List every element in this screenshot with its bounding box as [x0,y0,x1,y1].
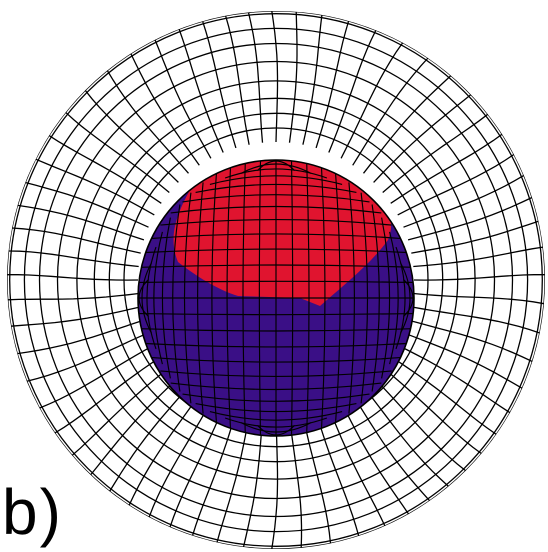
mesh-spoke [35,158,155,216]
sphere-mesh [138,160,414,436]
sphere-mesh-line [306,161,310,435]
sphere-mesh-line [395,246,406,350]
mesh-ring [9,13,543,547]
mesh-spoke [271,417,279,549]
sphere-mesh-line [348,182,355,414]
mesh-spoke [328,407,386,527]
sphere-outline [137,159,415,437]
mesh-spoke [191,411,237,536]
mesh-spoke [106,70,189,174]
mesh-spoke [17,319,145,355]
mesh-spoke [373,377,467,472]
mesh-spoke [382,367,482,455]
sphere-mesh-line [258,160,262,436]
sphere-mesh-line [183,192,192,404]
sphere-mesh-line [371,204,380,392]
mesh-spoke [84,89,179,183]
mesh-spoke [48,135,162,204]
mesh-spoke [302,14,323,145]
sphere-mesh-line [290,160,294,436]
mesh-ring [56,60,496,500]
mesh-spoke [403,174,525,228]
mesh-spoke [413,292,545,305]
sphere-mesh-line [335,173,341,423]
sphere-mesh-line [226,166,232,430]
sphere-mesh-line [389,231,399,365]
mesh-spoke [17,204,145,241]
mesh-spoke [362,75,452,174]
mesh-spoke [90,377,179,476]
sphere-mesh-line [400,262,411,334]
mesh-spoke [413,274,545,281]
mesh-spoke [178,28,224,153]
sphere [137,159,415,437]
mesh-spoke [407,319,533,363]
mesh-spoke [7,292,139,301]
mesh-spoke [397,153,515,216]
mesh-spoke [382,113,489,193]
mesh-spoke [8,250,139,268]
mesh-spoke [26,332,149,382]
mesh-spoke [54,356,162,434]
mesh-spoke [10,306,141,327]
sphere-mesh-line [402,278,414,318]
mesh-spoke [201,21,237,149]
mesh-spoke [390,133,503,204]
mesh-spoke [315,20,350,149]
mesh-spoke [315,411,360,537]
sphere-mesh-line [138,278,150,318]
sphere-mesh-line [242,161,246,435]
sphere-mesh-line [172,204,181,392]
mesh-ring [76,80,476,480]
mesh-spoke [288,11,298,143]
mesh-spoke [362,386,449,487]
sphere-mesh-line [360,192,369,404]
mesh-spoke [154,39,212,159]
mesh-spoke [271,11,279,143]
panel-label: b) [2,476,63,548]
sphere-mesh-line [146,246,157,350]
mesh-spoke [128,394,200,506]
mesh-spoke [413,246,544,268]
mesh-spoke [216,415,250,543]
mesh-spoke [411,306,540,334]
sphere-mesh-line [320,166,326,430]
mesh-ring [23,27,529,533]
mesh-spoke [403,332,523,389]
sphere-mesh-line [211,173,217,423]
sphere-mesh-line [153,231,163,365]
mesh-spoke [302,415,332,544]
mesh-spoke [242,417,264,548]
mesh-spoke [130,53,200,166]
mesh-spoke [340,401,410,515]
mesh-spoke [224,15,250,145]
outer-radial-mesh [7,11,545,549]
mesh-spoke [288,417,303,548]
sphere-mesh-line [161,217,171,379]
mesh-spoke [7,274,139,281]
mesh-spoke [39,344,155,409]
mesh-spoke [25,181,149,228]
mesh-spoke [65,111,170,194]
mesh-spoke [411,220,539,254]
mesh-spoke [109,386,189,492]
mesh-spoke [373,94,472,183]
mesh-spoke [397,344,511,414]
sphere-mesh-line [197,182,204,414]
mesh-spoke [148,401,212,518]
mesh-spoke [169,407,224,528]
mesh-spoke [340,42,404,159]
mesh-ring [93,97,459,463]
sphere-mesh-line [141,262,152,334]
mesh-spoke [390,356,497,435]
mesh-spoke [71,366,170,456]
sphere-mesh-line [381,217,391,379]
mesh-spoke [247,12,264,143]
mesh-spoke [352,57,429,166]
mesh-spoke [12,227,141,254]
mesh-spoke [352,394,431,502]
mesh-spoke [407,196,533,241]
mesh-spoke [328,29,377,153]
